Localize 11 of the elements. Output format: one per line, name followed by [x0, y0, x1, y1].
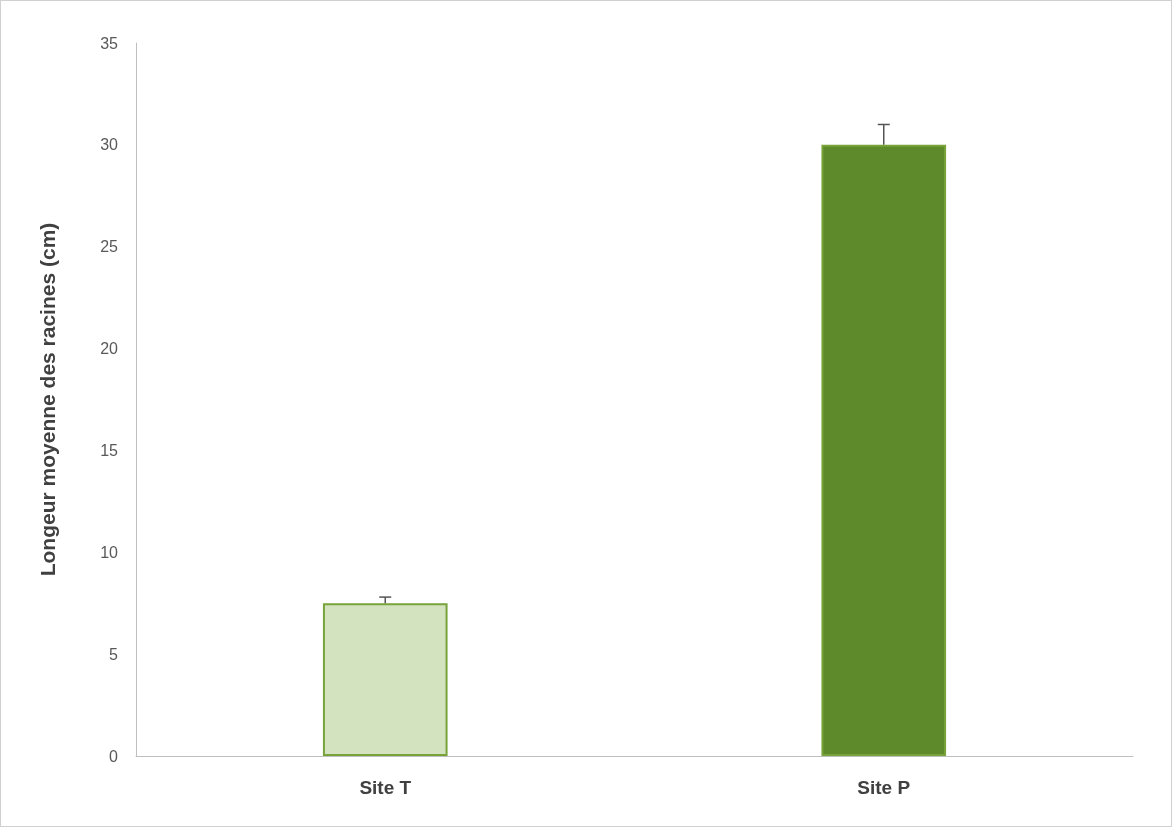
y-tick-label: 5 [109, 645, 119, 663]
y-tick-label: 25 [100, 238, 119, 256]
y-tick-label: 30 [100, 136, 119, 154]
y-tick-label: 35 [100, 34, 119, 52]
x-tick-label: Site P [857, 777, 911, 798]
y-tick-label: 10 [100, 543, 119, 561]
y-axis-title: Longeur moyenne des racines (cm) [36, 222, 59, 577]
y-tick-label: 20 [100, 340, 119, 358]
y-tick-label: 15 [100, 441, 119, 459]
x-tick-label: Site T [359, 777, 412, 798]
y-tick-label: 0 [109, 747, 119, 765]
